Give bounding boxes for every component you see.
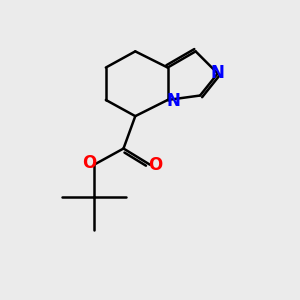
Text: O: O bbox=[148, 156, 162, 174]
Text: O: O bbox=[82, 154, 96, 172]
Text: N: N bbox=[211, 64, 225, 82]
Text: N: N bbox=[166, 92, 180, 110]
